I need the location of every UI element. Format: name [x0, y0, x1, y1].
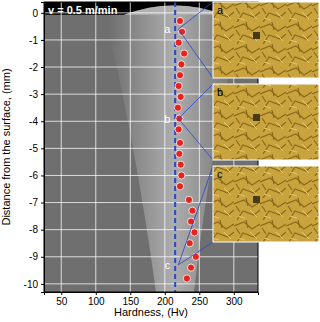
y-tick-label: -10 — [24, 279, 39, 290]
y-tick: -7 — [29, 197, 44, 208]
connector — [178, 84, 213, 119]
point — [185, 196, 192, 203]
point — [176, 150, 183, 157]
point — [191, 229, 198, 236]
point — [175, 126, 182, 133]
marks — [174, 2, 199, 292]
y-tick: 0 — [32, 8, 44, 19]
y-tick: -5 — [29, 143, 44, 154]
annotation: c — [165, 259, 171, 271]
x-axis-title: Hardness, (Hv) — [114, 306, 188, 318]
panel-label: b — [217, 86, 223, 98]
connector — [178, 2, 213, 29]
point — [181, 50, 188, 57]
y-tick-label: -1 — [29, 35, 38, 46]
title: v = 0.5 m/min — [48, 4, 118, 16]
x-tick: 150 — [122, 292, 139, 307]
connectors — [178, 2, 213, 265]
y-tick-label: -5 — [29, 143, 38, 154]
x-tick: 200 — [157, 292, 174, 307]
panel-label: a — [217, 4, 224, 16]
bead-cap — [124, 5, 224, 14]
point — [176, 139, 183, 146]
point — [189, 207, 196, 214]
grid-line-y — [44, 256, 258, 257]
y-tick: -8 — [29, 224, 44, 235]
y-tick-label: -3 — [29, 89, 38, 100]
micrograph — [213, 84, 319, 160]
point — [176, 17, 183, 24]
point — [174, 104, 181, 111]
point — [175, 82, 182, 89]
indent — [253, 32, 260, 39]
panel: a — [213, 2, 319, 78]
connector — [178, 166, 213, 265]
point — [177, 93, 184, 100]
x-tick-label: 250 — [191, 296, 208, 307]
connector — [178, 119, 213, 160]
x-axis-line — [45, 293, 259, 296]
point — [178, 61, 185, 68]
annotation: b — [164, 113, 170, 125]
point — [176, 183, 183, 190]
grid-line-y — [44, 283, 258, 284]
panel: c — [213, 166, 319, 242]
x-axis: 50 100 150 200 250 300 — [45, 292, 259, 307]
y-tick: -9 — [29, 251, 44, 262]
x-tick-label: 50 — [56, 296, 68, 307]
connector — [178, 29, 213, 78]
y-tick: -10 — [24, 279, 44, 290]
point — [183, 275, 190, 282]
x-tick: 300 — [226, 292, 243, 307]
y-tick-label: -7 — [29, 197, 38, 208]
point — [176, 115, 183, 122]
micrograph — [213, 166, 319, 242]
x-tick: 100 — [88, 292, 105, 307]
connector — [178, 242, 213, 265]
panel: b — [213, 84, 319, 160]
grid-line-x — [199, 2, 200, 292]
y-tick: -1 — [29, 35, 44, 46]
y-tick-label: -8 — [29, 224, 38, 235]
y-tick-label: -2 — [29, 62, 38, 73]
point — [176, 72, 183, 79]
micrograph — [213, 2, 319, 78]
point — [178, 172, 185, 179]
x-tick: 250 — [191, 292, 208, 307]
grid-line-x — [61, 2, 62, 292]
y-tick-label: -6 — [29, 170, 38, 181]
y-tick-label: 0 — [32, 8, 38, 19]
indent — [253, 114, 260, 121]
y-tick: -4 — [29, 116, 44, 127]
grid-line-x — [164, 2, 165, 292]
y-axis-title: Distance from the surface, (mm) — [0, 68, 12, 225]
grid-line-x — [130, 2, 131, 292]
y-axis: 0 -1 -2 -3 -4 -5 -6 -7 -8 -9 -10 — [24, 3, 45, 293]
point — [175, 39, 182, 46]
indent — [253, 196, 260, 203]
point — [177, 161, 184, 168]
annotation: a — [164, 23, 171, 35]
y-tick-label: -4 — [29, 116, 38, 127]
y-tick: -2 — [29, 62, 44, 73]
point — [187, 264, 194, 271]
point — [192, 253, 199, 260]
y-tick: -6 — [29, 170, 44, 181]
x-tick-label: 300 — [226, 296, 243, 307]
x-tick: 50 — [56, 292, 68, 307]
grid-line-x — [95, 2, 96, 292]
panel-label: c — [217, 168, 223, 180]
figure: 50 100 150 200 250 300 0 -1 -2 -3 -4 -5 -6 -7 -8 -9 -10 H… — [0, 0, 320, 322]
x-tick-label: 100 — [88, 296, 105, 307]
y-tick-label: -9 — [29, 251, 38, 262]
y-tick: -3 — [29, 89, 44, 100]
